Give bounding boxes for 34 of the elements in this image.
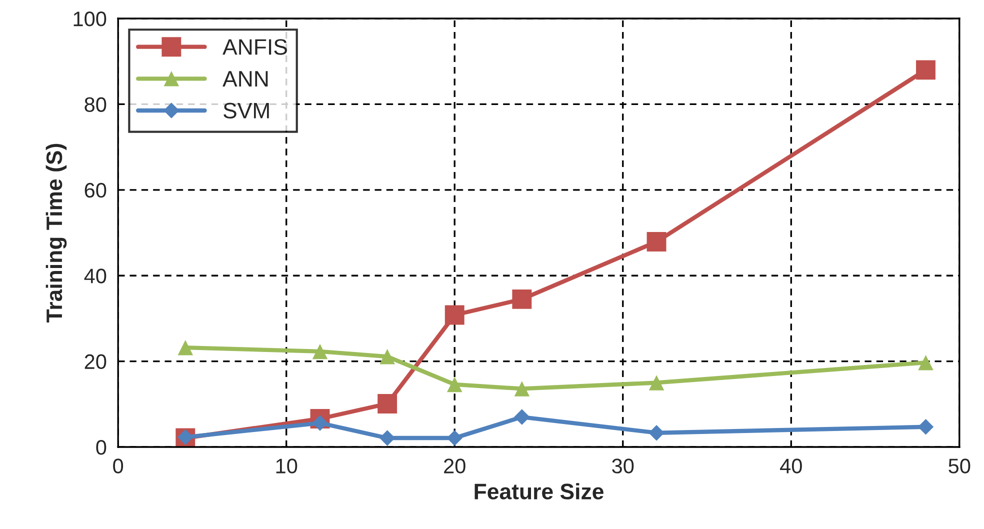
point	[512, 289, 532, 309]
point	[378, 394, 398, 414]
y-tick-label: 100	[74, 12, 106, 26]
x-tick-label: 50	[948, 458, 970, 474]
x-tick-label: 0	[113, 458, 124, 474]
y-tick-label: 60	[84, 182, 106, 198]
legend-label: ANFIS	[222, 39, 287, 55]
point	[648, 375, 664, 390]
point	[446, 430, 462, 446]
point	[379, 430, 396, 446]
y-tick-label: 40	[84, 268, 106, 284]
y-tick-label: 80	[84, 97, 106, 112]
point	[918, 419, 934, 435]
point	[514, 381, 530, 396]
point	[514, 409, 530, 425]
point	[446, 376, 462, 392]
x-tick-label: 20	[444, 458, 466, 474]
point	[648, 425, 664, 441]
y-tick-label: 0	[96, 440, 106, 455]
x-tick-label: 40	[780, 458, 802, 474]
point	[178, 340, 194, 356]
x-axis-title: Feature Size	[474, 483, 604, 500]
point	[916, 60, 936, 80]
x-tick-label: 30	[612, 458, 634, 474]
x-tick-label: 10	[276, 458, 298, 474]
y-axis-title: Training Time (S)	[46, 144, 67, 322]
point	[444, 305, 464, 325]
point	[646, 232, 666, 252]
legend-label: SVM	[224, 102, 269, 118]
point	[312, 344, 328, 360]
point	[918, 354, 934, 370]
point	[380, 348, 395, 364]
y-tick-label: 20	[84, 354, 106, 370]
legend-label: ANN	[222, 71, 268, 86]
